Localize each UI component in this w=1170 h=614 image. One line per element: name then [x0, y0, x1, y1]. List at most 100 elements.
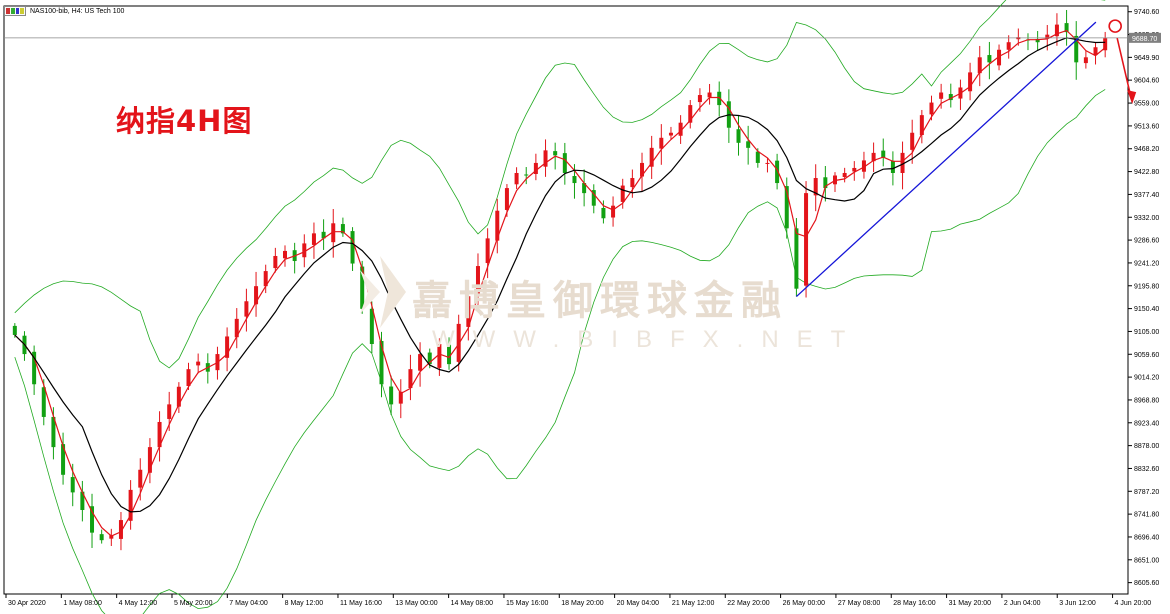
candle-body — [109, 535, 114, 539]
candle-body — [369, 308, 374, 345]
candle-body — [1064, 23, 1069, 33]
candle-body — [118, 520, 123, 539]
candle-body — [147, 447, 152, 473]
x-tick-label: 3 Jun 12:00 — [1059, 600, 1096, 607]
candle-body — [389, 386, 394, 405]
y-tick-label: 9649.90 — [1134, 55, 1159, 62]
candle-body — [919, 115, 924, 136]
candle-body — [1093, 47, 1098, 56]
candle-body — [775, 160, 780, 184]
chart-header: NAS100-bib, H4: US Tech 100 — [4, 4, 124, 18]
candle-body — [611, 205, 616, 218]
candle-body — [572, 176, 577, 184]
moving-average-fast — [14, 29, 1106, 537]
bollinger-upper — [14, 0, 1106, 369]
candle-body — [668, 132, 673, 136]
y-tick-label: 9422.80 — [1134, 169, 1159, 176]
candle-body — [881, 150, 886, 158]
watermark-chinese: 嚞博皇御環球金融 — [412, 278, 788, 324]
x-tick-label: 4 Jun 20:00 — [1115, 600, 1152, 607]
candle-body — [939, 92, 944, 99]
x-tick-label: 14 May 08:00 — [451, 600, 494, 607]
y-tick-label: 8651.00 — [1134, 557, 1159, 564]
candle-body — [852, 167, 857, 172]
candle-body — [331, 223, 336, 243]
candle-body — [32, 351, 37, 385]
x-tick-label: 4 May 12:00 — [119, 600, 158, 607]
x-tick-label: 28 May 16:00 — [893, 600, 936, 607]
candle-body — [842, 172, 847, 178]
current-price-label: 9688.70 — [1132, 36, 1157, 43]
candle-body — [871, 152, 876, 162]
candle-body — [340, 224, 345, 234]
candle-body — [823, 177, 828, 189]
candle-body — [890, 160, 895, 173]
candle-body — [254, 286, 259, 305]
x-tick-label: 27 May 08:00 — [838, 600, 881, 607]
y-tick-label: 8968.80 — [1134, 397, 1159, 404]
current-price-badge — [1129, 32, 1161, 43]
candle-body — [697, 95, 702, 103]
candle-body — [1083, 57, 1088, 64]
candle-body — [514, 172, 519, 185]
candle-body — [302, 243, 307, 258]
candle-body — [1006, 42, 1011, 50]
candle-body — [755, 151, 760, 163]
candle-body — [543, 150, 548, 167]
candle-body — [736, 129, 741, 143]
symbol-label: NAS100-bib, H4: US Tech 100 — [30, 7, 125, 15]
candle-body — [437, 344, 442, 368]
candle-body — [900, 152, 905, 173]
trendline — [795, 21, 1097, 298]
candle-body — [495, 210, 500, 241]
candle-body — [273, 255, 278, 269]
candle-body — [1054, 24, 1059, 37]
candle-body — [447, 344, 452, 365]
candle-body — [620, 185, 625, 202]
y-tick-label: 9332.00 — [1134, 215, 1159, 222]
x-tick-label: 21 May 12:00 — [672, 600, 715, 607]
candle-body — [379, 340, 384, 385]
y-tick-label: 9513.60 — [1134, 123, 1159, 130]
candle-body — [418, 354, 423, 371]
y-tick-label: 8741.80 — [1134, 512, 1159, 519]
candle-body — [196, 361, 201, 366]
candle-body — [466, 296, 471, 327]
x-tick-label: 31 May 20:00 — [949, 600, 992, 607]
candle-body — [813, 178, 818, 196]
x-tick-label: 11 May 16:00 — [340, 600, 382, 607]
x-tick-label: 5 May 20:00 — [174, 600, 213, 607]
candle-body — [649, 147, 654, 167]
y-tick-label: 8696.40 — [1134, 534, 1159, 541]
x-tick-label: 2 Jun 04:00 — [1004, 600, 1041, 607]
candle-body — [659, 137, 664, 149]
y-tick-label: 8878.00 — [1134, 443, 1159, 450]
y-tick-label: 8787.20 — [1134, 489, 1159, 496]
candle-body — [784, 186, 789, 229]
candle-body — [630, 178, 635, 188]
candle-body — [70, 477, 75, 493]
candle-body — [263, 271, 268, 287]
candle-body — [553, 151, 558, 156]
symbol-icon — [4, 6, 26, 16]
candle-body — [504, 188, 509, 210]
candle-body — [533, 162, 538, 174]
x-tick-label: 1 May 08:00 — [63, 600, 102, 607]
candle-body — [929, 102, 934, 115]
candle-body — [350, 231, 355, 264]
candle-body — [61, 444, 66, 475]
candle-body — [746, 141, 751, 148]
candle-body — [360, 266, 365, 309]
candle-body — [485, 238, 490, 264]
y-tick-label: 9468.20 — [1134, 146, 1159, 153]
candle-body — [591, 190, 596, 206]
candle-body — [987, 55, 992, 63]
y-tick-label: 9604.60 — [1134, 78, 1159, 85]
candle-body — [427, 352, 432, 365]
candle-body — [225, 336, 230, 358]
highlight-circle — [1108, 19, 1122, 33]
candle-body — [234, 318, 239, 338]
bollinger-lower — [14, 89, 1106, 614]
candle-body — [997, 49, 1002, 66]
